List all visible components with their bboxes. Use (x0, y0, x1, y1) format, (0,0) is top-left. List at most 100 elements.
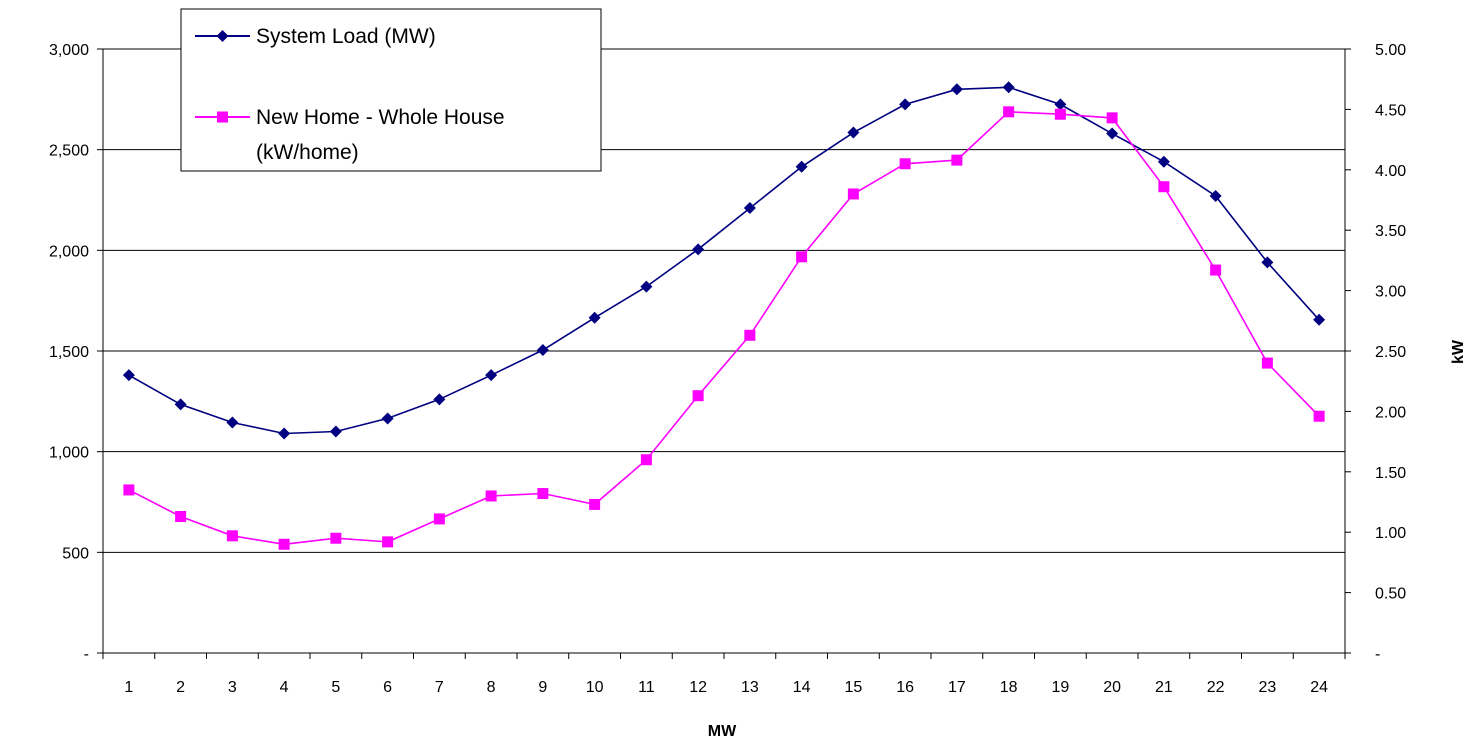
data-point-square (692, 390, 704, 402)
data-point-diamond (743, 202, 756, 215)
data-point-diamond (950, 83, 963, 96)
data-point-square (1261, 357, 1273, 369)
data-point-diamond (1002, 81, 1015, 94)
data-point-diamond (1313, 313, 1326, 326)
right-tick-label: 4.50 (1375, 102, 1406, 119)
data-point-square (278, 538, 290, 550)
legend-marker-diamond (216, 30, 229, 42)
data-point-square (175, 510, 187, 522)
data-point-square (485, 490, 497, 502)
data-point-square (640, 454, 652, 466)
left-tick-label: - (84, 646, 89, 663)
right-tick-label: - (1375, 646, 1380, 663)
series-system-load (122, 81, 1326, 440)
x-tick-label: 22 (1207, 679, 1225, 696)
left-tick-label: 2,000 (49, 243, 89, 260)
x-tick-label: 10 (586, 679, 604, 696)
x-tick-label: 11 (638, 679, 655, 696)
x-tick-label: 7 (435, 679, 444, 696)
x-tick-label: 16 (896, 679, 914, 696)
data-point-diamond (381, 412, 394, 425)
x-axis-ticks: 1 2 3 4 5 6 7 8 9 10 11 12 13 14 15 16 17 18 19 20 21 22 23 24 (102, 653, 1346, 696)
legend-entry-system-load: System Load (MW) (195, 25, 436, 48)
right-axis-title: kW (1450, 339, 1467, 364)
x-tick-label: 14 (793, 679, 811, 696)
data-point-diamond (1157, 155, 1170, 168)
data-point-square (1210, 264, 1222, 276)
legend-label-new-home: New Home - Whole House (256, 106, 505, 129)
data-point-diamond (1054, 98, 1067, 111)
x-tick-label: 8 (487, 679, 496, 696)
data-point-square (1003, 106, 1015, 118)
x-tick-label: 24 (1310, 679, 1328, 696)
data-point-square (1106, 112, 1118, 124)
left-tick-label: 1,500 (49, 344, 89, 361)
data-point-diamond (588, 311, 601, 324)
right-axis-ticks: - 0.50 1.00 1.50 2.00 2.50 3.00 3.50 4.00 4.50 5.0… (1345, 42, 1406, 663)
data-point-square (1054, 108, 1066, 120)
data-point-square (951, 154, 963, 166)
legend-marker-square (217, 111, 228, 123)
x-tick-label: 1 (124, 679, 133, 696)
data-point-square (1158, 181, 1170, 193)
right-tick-label: 4.00 (1375, 163, 1406, 180)
x-tick-label: 15 (844, 679, 862, 696)
right-tick-label: 5.00 (1375, 42, 1406, 59)
x-tick-label: 6 (383, 679, 392, 696)
data-point-square (537, 488, 549, 500)
data-point-diamond (1106, 127, 1119, 140)
series-line (128, 110, 1320, 546)
x-tick-label: 4 (280, 679, 289, 696)
x-tick-label: 19 (1051, 679, 1069, 696)
data-point-diamond (226, 416, 239, 429)
data-point-diamond (847, 126, 860, 139)
legend-label-system-load: System Load (MW) (256, 25, 436, 48)
data-point-diamond (278, 427, 291, 440)
legend: System Load (MW) New Home - Whole House … (180, 8, 602, 172)
right-tick-label: 1.00 (1375, 525, 1406, 542)
data-point-diamond (536, 343, 549, 356)
left-tick-label: 2,500 (49, 143, 89, 160)
left-tick-label: 1,000 (49, 445, 89, 462)
x-tick-label: 23 (1258, 679, 1276, 696)
data-point-square (382, 536, 394, 548)
data-point-square (796, 251, 808, 263)
right-tick-label: 2.50 (1375, 344, 1406, 361)
x-tick-label: 13 (741, 679, 759, 696)
legend-entry-new-home: New Home - Whole House (kW/home) (195, 106, 505, 164)
x-tick-label: 21 (1155, 679, 1173, 696)
data-point-diamond (329, 425, 342, 438)
data-point-square (330, 532, 342, 544)
x-tick-label: 3 (228, 679, 237, 696)
data-point-square (847, 188, 859, 200)
data-point-diamond (1261, 256, 1274, 269)
left-axis-ticks: - 500 1,000 1,500 2,000 2,500 3,000 (49, 42, 103, 663)
data-point-diamond (795, 160, 808, 173)
right-tick-label: 0.50 (1375, 586, 1406, 603)
data-point-diamond (692, 243, 705, 256)
x-tick-label: 9 (538, 679, 547, 696)
x-tick-label: 2 (176, 679, 185, 696)
data-point-square (433, 513, 445, 525)
x-tick-label: 17 (948, 679, 966, 696)
data-point-square (1313, 410, 1325, 422)
legend-label-new-home-units: (kW/home) (256, 141, 359, 164)
data-point-square (744, 329, 756, 341)
data-point-square (899, 158, 911, 170)
data-point-square (589, 498, 601, 510)
series-line (128, 86, 1320, 435)
x-tick-label: 12 (689, 679, 707, 696)
data-point-square (226, 530, 238, 542)
data-point-diamond (433, 393, 446, 406)
left-tick-label: 500 (62, 545, 89, 562)
data-point-diamond (122, 369, 135, 382)
x-axis-title: MW (708, 723, 737, 740)
data-point-square (123, 484, 135, 496)
right-tick-label: 3.50 (1375, 223, 1406, 240)
right-tick-label: 1.50 (1375, 465, 1406, 482)
data-point-diamond (899, 98, 912, 111)
data-point-diamond (174, 398, 187, 411)
series-new-home (123, 106, 1325, 550)
legend-box (180, 8, 602, 172)
right-tick-label: 3.00 (1375, 284, 1406, 301)
